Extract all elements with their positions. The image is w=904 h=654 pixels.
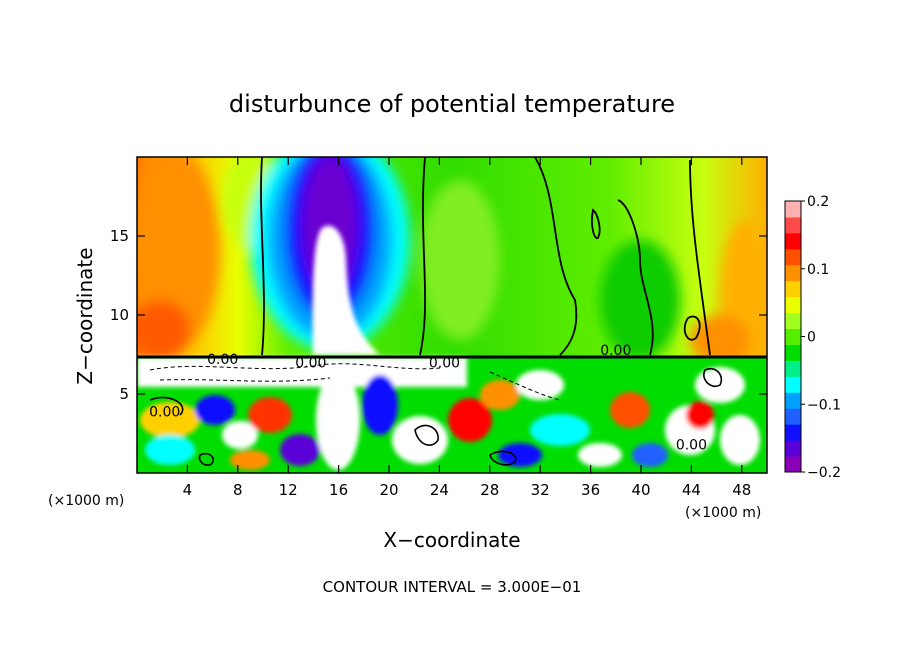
x-axis-label: X−coordinate [383,528,520,552]
colorbar-tick-label: −0.1 [807,397,841,413]
colorbar-swatch [785,248,801,266]
x-tick-label: 36 [581,481,600,499]
contour-label: 0.00 [295,355,326,371]
colorbar-swatch [785,312,801,330]
contour-label: 0.00 [429,355,460,371]
colorbar-swatch [785,344,801,361]
colorbar-ticks: 0.2 0.1 0 −0.1 −0.2 [801,194,841,481]
heatmap-field [137,157,767,473]
contour-interval-note: CONTOUR INTERVAL = 3.000E−01 [323,578,582,596]
x-tick-label: 8 [233,481,243,499]
x-tick-label: 4 [183,481,193,499]
x-tick-label: 28 [480,481,499,499]
colorbar-swatch [785,376,801,393]
colorbar-swatch [785,328,801,345]
x-unit-left: (×1000 m) [48,493,124,509]
contour-label: 0.00 [207,352,238,368]
y-tick-label: 5 [119,385,129,403]
x-tick-label: 16 [329,481,348,499]
contour-label: 0.00 [149,404,180,420]
chart-title: disturbunce of potential temperature [229,90,675,118]
colorbar-swatch [785,201,801,218]
x-tick-label: 32 [531,481,550,499]
contour-label: 0.00 [600,343,631,359]
colorbar-swatch [785,408,801,425]
colorbar-swatch [785,392,801,409]
colorbar-swatch [785,264,801,282]
y-axis-label: Z−coordinate [73,247,97,384]
x-tick-label: 12 [279,481,298,499]
colorbar-swatch [785,440,801,457]
x-tick-label: 40 [631,481,650,499]
x-tick-label: 24 [430,481,449,499]
contour-label: 0.00 [676,438,707,454]
x-tick-label: 20 [379,481,398,499]
contour-labels: 0.00 0.00 0.00 0.00 0.00 0.00 [149,343,707,454]
colorbar-tick-label: 0 [807,330,816,346]
colorbar-swatch [785,424,801,441]
colorbar-tick-label: 0.2 [807,194,829,210]
colorbar-swatch [785,456,801,473]
colorbar-swatch [785,296,801,314]
x-tick-label: 44 [682,481,701,499]
colorbar-swatch [785,216,801,234]
y-tick-label: 15 [110,227,129,245]
colorbar-swatch [785,232,801,250]
x-unit-right: (×1000 m) [685,505,761,521]
colorbar-tick-label: −0.2 [807,465,841,481]
x-tick-label: 48 [732,481,751,499]
colorbar-swatch [785,280,801,298]
colorbar [784,200,802,473]
colorbar-tick-label: 0.1 [807,262,829,278]
colorbar-swatch [785,360,801,377]
y-tick-label: 10 [110,306,129,324]
